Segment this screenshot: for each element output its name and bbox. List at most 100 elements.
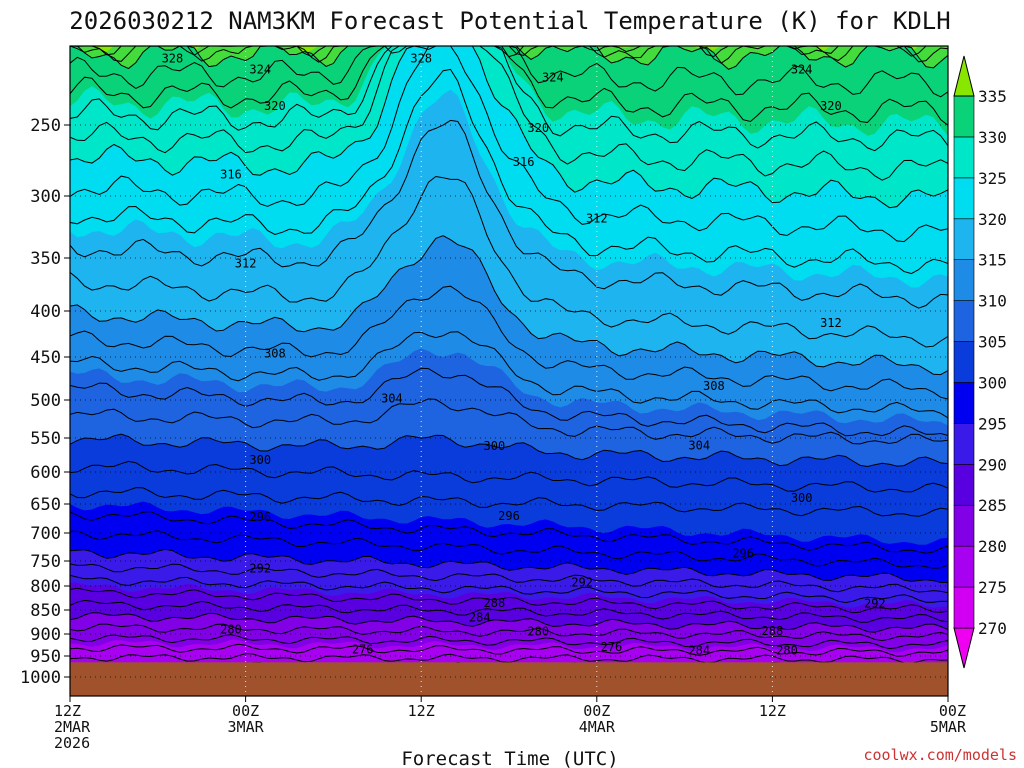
y-tick-label: 650 <box>30 495 61 515</box>
contour-290 <box>70 548 948 583</box>
x-tick-label: 2026 <box>54 734 90 752</box>
contour-label: 292 <box>571 576 593 590</box>
contour-label: 308 <box>703 379 725 393</box>
colorbar-segment <box>953 341 975 383</box>
y-tick-label: 750 <box>30 552 61 572</box>
y-tick-label: 550 <box>30 429 61 449</box>
colorbar-segment <box>953 218 975 260</box>
contour-298 <box>70 460 948 493</box>
colorbar-segment <box>953 136 975 179</box>
contour-label: 296 <box>732 547 754 561</box>
contour-320 <box>70 46 948 209</box>
y-axis: 250 300 350 400 450 500 550 600 650 700 750 800 850 9… <box>20 116 70 688</box>
contour-318 <box>70 46 948 243</box>
x-tick-label: 00Z <box>232 702 259 720</box>
x-tick-label: 00Z <box>583 702 610 720</box>
contour-label: 276 <box>601 640 623 654</box>
contour-288 <box>70 563 948 594</box>
colorbar-tick-label: 330 <box>978 128 1007 147</box>
x-tick-label: 12Z <box>54 702 81 720</box>
contour-324 <box>70 46 948 152</box>
contour-294 <box>70 511 948 554</box>
credit-text: coolwx.com/models <box>863 746 1017 764</box>
contour-label: 316 <box>220 168 242 182</box>
colorbar-segment <box>953 423 975 465</box>
x-tick-label: 3MAR <box>228 718 265 736</box>
contour-278 <box>70 623 948 642</box>
x-tick-label: 2MAR <box>54 718 91 736</box>
contour-314 <box>70 119 948 309</box>
contour-302 <box>70 398 948 445</box>
colorbar-tick-label: 310 <box>978 292 1007 311</box>
contour-labels: 328 328 324 324 324 320 320 320 316 316 312 312 312 3… <box>162 52 886 658</box>
x-tick-label: 12Z <box>759 702 786 720</box>
color-bands <box>70 46 948 696</box>
contour-label: 308 <box>264 346 286 360</box>
contour-label: 304 <box>381 391 403 405</box>
contour-326 <box>70 46 948 126</box>
contour-label: 292 <box>864 596 886 610</box>
contour-label: 284 <box>469 611 491 625</box>
contour-304 <box>70 367 948 437</box>
colorbar-segment <box>953 545 975 588</box>
contour-276 <box>70 634 948 650</box>
contour-310 <box>70 235 948 376</box>
contour-300 <box>70 433 948 468</box>
colorbar-tick-label: 335 <box>978 87 1007 106</box>
colorbar-tick-label: 315 <box>978 251 1007 270</box>
contour-label: 288 <box>484 596 506 610</box>
grid-lines <box>70 46 948 696</box>
colorbar-segment <box>953 300 975 342</box>
contour-label: 320 <box>264 99 286 113</box>
contour-328 <box>70 46 948 98</box>
colorbar-tick-label: 270 <box>978 619 1007 638</box>
contour-label: 300 <box>791 491 813 505</box>
y-tick-label: 350 <box>30 249 61 269</box>
plot-area <box>70 46 948 696</box>
x-tick-label: 12Z <box>408 702 435 720</box>
contour-label: 328 <box>410 52 432 66</box>
contour-label: 292 <box>249 562 271 576</box>
contour-label: 312 <box>586 211 608 225</box>
colorbar-tick-label: 285 <box>978 496 1007 515</box>
y-tick-label: 300 <box>30 187 61 207</box>
contour-286 <box>70 574 948 604</box>
colorbar-lower-triangle <box>953 627 975 669</box>
contour-306 <box>70 331 948 419</box>
contour-312 <box>70 175 948 348</box>
colorbar-tick-label: 295 <box>978 414 1007 433</box>
chart-title: 2026030212 NAM3KM Forecast Potential Tem… <box>69 7 950 35</box>
y-tick-label: 450 <box>30 348 61 368</box>
colorbar-tick-label: 275 <box>978 578 1007 597</box>
contour-label: 320 <box>527 121 549 135</box>
contour-label: 312 <box>235 256 257 270</box>
colorbar-segment <box>953 464 975 506</box>
contour-label: 280 <box>776 644 798 658</box>
colorbar-segment <box>953 177 975 220</box>
contour-label: 288 <box>762 624 784 638</box>
contour-284 <box>70 587 948 614</box>
y-tick-label: 400 <box>30 302 61 322</box>
colorbar-segment <box>953 586 975 629</box>
contour-322 <box>70 46 948 181</box>
contour-lines <box>70 46 948 672</box>
contour-label: 324 <box>542 71 564 85</box>
colorbar-tick-label: 300 <box>978 373 1007 392</box>
colorbar-tick-label: 305 <box>978 333 1007 352</box>
x-tick-label: 5MAR <box>930 718 967 736</box>
contour-274 <box>70 643 948 657</box>
contour-label: 284 <box>688 643 710 657</box>
colorbar: 270 275 280 285 290 295 300 305 310 315 320 325 330 3… <box>953 55 1007 669</box>
colorbar-tick-label: 290 <box>978 455 1007 474</box>
contour-label: 324 <box>791 63 813 77</box>
x-axis-label: Forecast Time (UTC) <box>401 748 618 768</box>
colorbar-segment <box>953 382 975 424</box>
contour-label: 324 <box>249 63 271 77</box>
y-tick-label: 950 <box>30 647 61 667</box>
colorbar-tick-label: 280 <box>978 537 1007 556</box>
contour-label: 328 <box>162 52 184 66</box>
contour-334 <box>70 46 948 58</box>
contour-296 <box>70 487 948 517</box>
